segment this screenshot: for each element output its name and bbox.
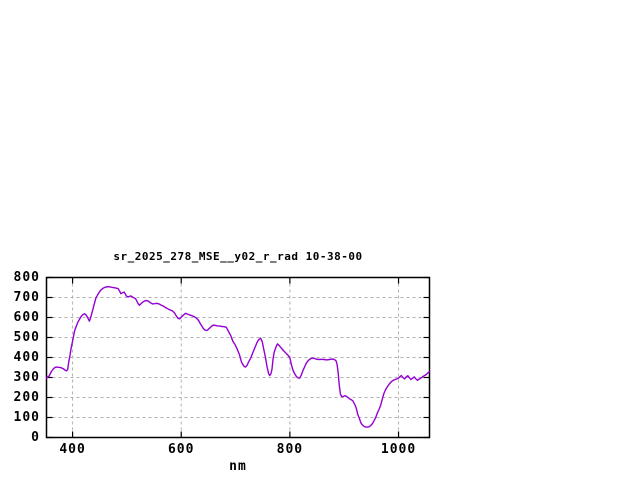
y-tick-label: 600 [13,309,40,325]
y-tick-label: 800 [13,269,40,285]
x-tick-label: 1000 [380,442,417,457]
y-tick-label: 100 [13,409,40,425]
y-tick-label: 300 [13,369,40,385]
x-axis-label: nm [229,459,247,474]
y-tick-label: 200 [13,389,40,405]
y-tick-label: 500 [13,329,40,345]
data-line [45,286,431,428]
chart-title: sr_2025_278_MSE__y02_r_rad 10-38-00 [113,250,363,263]
y-tick-label: 0 [31,429,40,445]
x-tick-label: 800 [276,442,304,457]
y-tick-label: 400 [13,349,40,365]
x-tick-label: 400 [59,442,86,457]
y-tick-label: 700 [13,289,40,305]
x-tick-label: 600 [167,442,195,457]
plot-frame [45,276,431,439]
